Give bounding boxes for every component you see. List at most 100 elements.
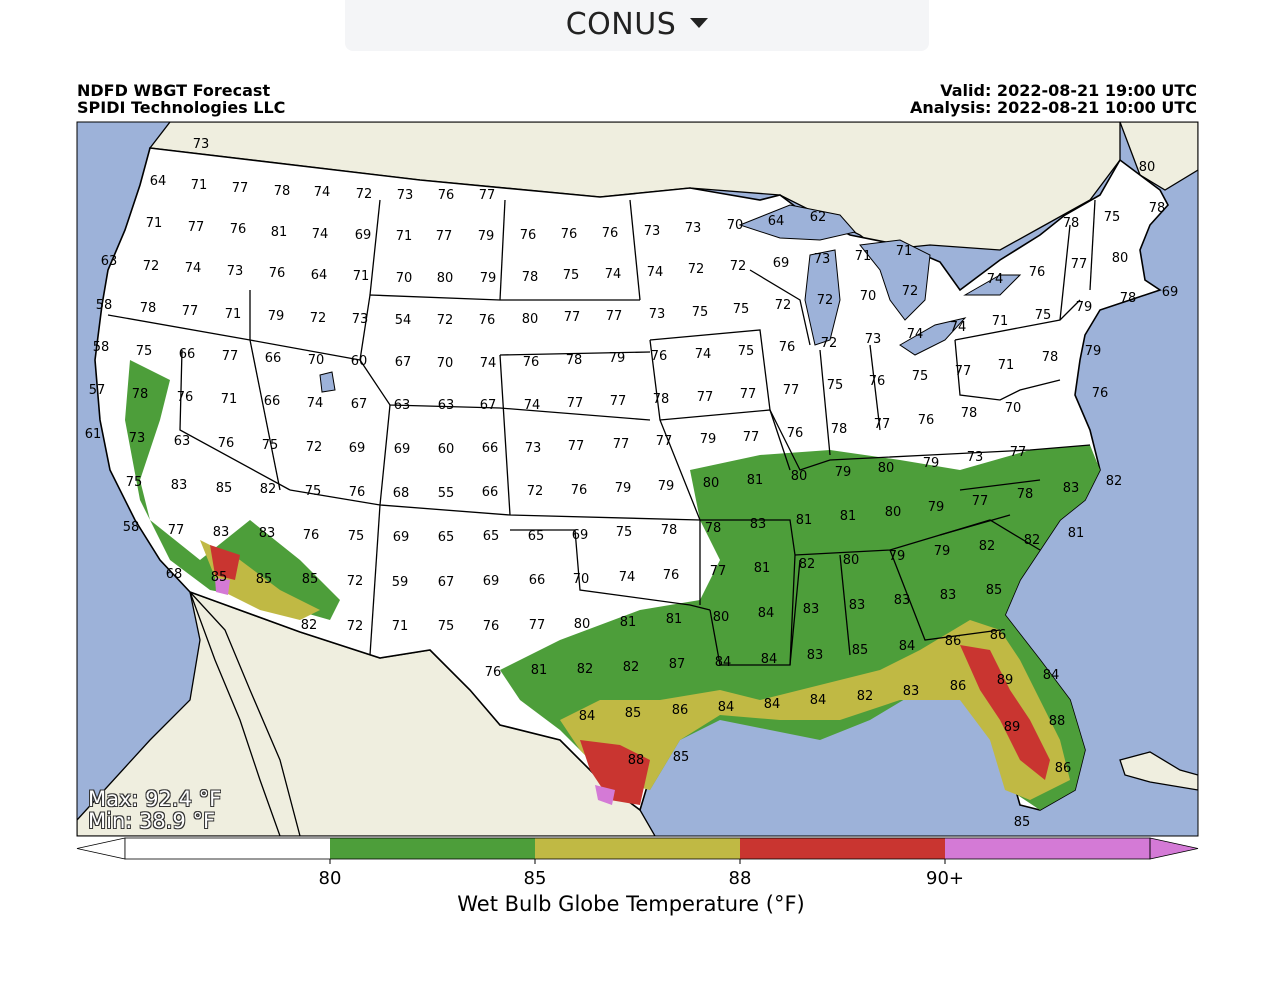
wbgt-value-label: 67 (438, 575, 455, 590)
wbgt-value-label: 76 (1092, 386, 1109, 401)
wbgt-value-label: 73 (525, 441, 542, 456)
wbgt-value-label: 72 (730, 259, 747, 274)
wbgt-value-label: 74 (605, 267, 622, 282)
wbgt-value-label: 79 (934, 544, 951, 559)
wbgt-value-label: 83 (849, 598, 866, 613)
wbgt-value-label: 69 (572, 528, 589, 543)
wbgt-value-label: 86 (1055, 761, 1072, 776)
wbgt-value-label: 62 (810, 210, 827, 225)
wbgt-value-label: 84 (758, 606, 775, 621)
wbgt-value-label: 76 (571, 483, 588, 498)
wbgt-value-label: 78 (566, 353, 583, 368)
wbgt-value-label: 81 (620, 615, 637, 630)
colorbar (76, 837, 1199, 864)
wbgt-value-label: 76 (230, 222, 247, 237)
wbgt-value-label: 86 (950, 679, 967, 694)
wbgt-value-label: 77 (222, 349, 239, 364)
wbgt-value-label: 71 (396, 229, 413, 244)
wbgt-value-label: 73 (814, 252, 831, 267)
wbgt-value-label: 84 (810, 693, 827, 708)
wbgt-value-label: 80 (703, 476, 720, 491)
wbgt-value-label: 83 (807, 648, 824, 663)
wbgt-value-label: 77 (479, 188, 496, 203)
wbgt-value-label: 79 (923, 456, 940, 471)
wbgt-value-label: 71 (225, 307, 242, 322)
wbgt-value-label: 78 (1042, 350, 1059, 365)
wbgt-value-label: 67 (351, 397, 368, 412)
wbgt-value-label: 75 (305, 484, 322, 499)
wbgt-value-label: 78 (132, 387, 149, 402)
wbgt-value-label: 66 (179, 347, 196, 362)
wbgt-value-label: 77 (182, 304, 199, 319)
max-value: Max: 92.4 °F (88, 787, 222, 811)
wbgt-value-label: 77 (743, 430, 760, 445)
wbgt-value-label: 77 (168, 523, 185, 538)
lake-superior (738, 204, 856, 241)
wbgt-value-label: 86 (672, 703, 689, 718)
wbgt-value-label: 78 (705, 521, 722, 536)
wbgt-value-label: 77 (610, 394, 627, 409)
wbgt-value-label: 70 (396, 271, 413, 286)
wbgt-value-label: 77 (656, 434, 673, 449)
wbgt-value-label: 65 (528, 529, 545, 544)
wbgt-value-label: 78 (274, 184, 291, 199)
state-borders (107, 199, 1096, 666)
wbgt-value-label: 86 (990, 628, 1007, 643)
wbgt-value-label: 82 (1106, 474, 1123, 489)
heat-region-85-88 (560, 620, 1070, 800)
wbgt-value-label: 79 (268, 309, 285, 324)
colorbar-extend-left (76, 837, 126, 860)
wbgt-value-label: 75 (348, 529, 365, 544)
wbgt-value-label: 83 (903, 684, 920, 699)
wbgt-value-label: 78 (1017, 487, 1034, 502)
wbgt-value-label: 82 (979, 539, 996, 554)
wbgt-value-label: 54 (395, 313, 412, 328)
wbgt-value-label: 84 (764, 697, 781, 712)
wbgt-value-label: 76 (523, 355, 540, 370)
wbgt-value-label: 80 (574, 617, 591, 632)
wbgt-value-label: 82 (1024, 533, 1041, 548)
wbgt-value-label: 76 (479, 313, 496, 328)
wbgt-value-label: 66 (529, 573, 546, 588)
heat-region-88-90 (210, 545, 240, 580)
wbgt-value-label: 85 (1014, 815, 1031, 830)
wbgt-value-label: 76 (651, 349, 668, 364)
wbgt-value-label: 83 (894, 593, 911, 608)
wbgt-value-label: 80 (791, 469, 808, 484)
wbgt-value-label: 79 (928, 500, 945, 515)
colorbar-tick-label: 90+ (926, 868, 964, 889)
wbgt-value-label: 88 (628, 753, 645, 768)
analysis-time: Analysis: 2022-08-21 10:00 UTC (909, 98, 1197, 117)
region-selector[interactable]: CONUS (345, 0, 929, 51)
wbgt-value-labels: 73 64 71 77 78 74 72 73 76 77 71 77 76 81 74 69 71 77 79 76… (85, 137, 1179, 830)
colorbar-tick-label: 88 (728, 868, 752, 889)
wbgt-value-label: 83 (1063, 481, 1080, 496)
wbgt-value-label: 63 (394, 398, 411, 413)
wbgt-value-label: 80 (878, 461, 895, 476)
colorbar-outline (124, 837, 1151, 860)
colorbar-bin-85-88 (535, 838, 740, 859)
wbgt-value-label: 73 (865, 332, 882, 347)
wbgt-value-label: 69 (349, 441, 366, 456)
wbgt-value-label: 76 (218, 436, 235, 451)
map-header-left: NDFD WBGT Forecast SPIDI Technologies LL… (77, 82, 285, 116)
wbgt-value-label: 64 (768, 214, 785, 229)
wbgt-value-label: 84 (1043, 668, 1060, 683)
wbgt-value-label: 84 (718, 700, 735, 715)
colorbar-tick-label: 80 (318, 868, 342, 889)
map-org: SPIDI Technologies LLC (77, 98, 286, 117)
wbgt-value-label: 80 (522, 312, 539, 327)
wbgt-value-label: 85 (302, 572, 319, 587)
wbgt-value-label: 78 (1063, 216, 1080, 231)
min-value: Min: 38.9 °F (88, 809, 216, 833)
wbgt-value-label: 85 (211, 570, 228, 585)
wbgt-value-label: 79 (889, 549, 906, 564)
wbgt-value-label: 76 (269, 266, 286, 281)
wbgt-value-label: 85 (625, 706, 642, 721)
caret-down-icon (690, 17, 709, 28)
wbgt-value-label: 78 (140, 301, 157, 316)
wbgt-value-label: 81 (754, 561, 771, 576)
wbgt-value-label: 82 (799, 557, 816, 572)
wbgt-value-label: 81 (666, 612, 683, 627)
wbgt-value-label: 80 (843, 553, 860, 568)
